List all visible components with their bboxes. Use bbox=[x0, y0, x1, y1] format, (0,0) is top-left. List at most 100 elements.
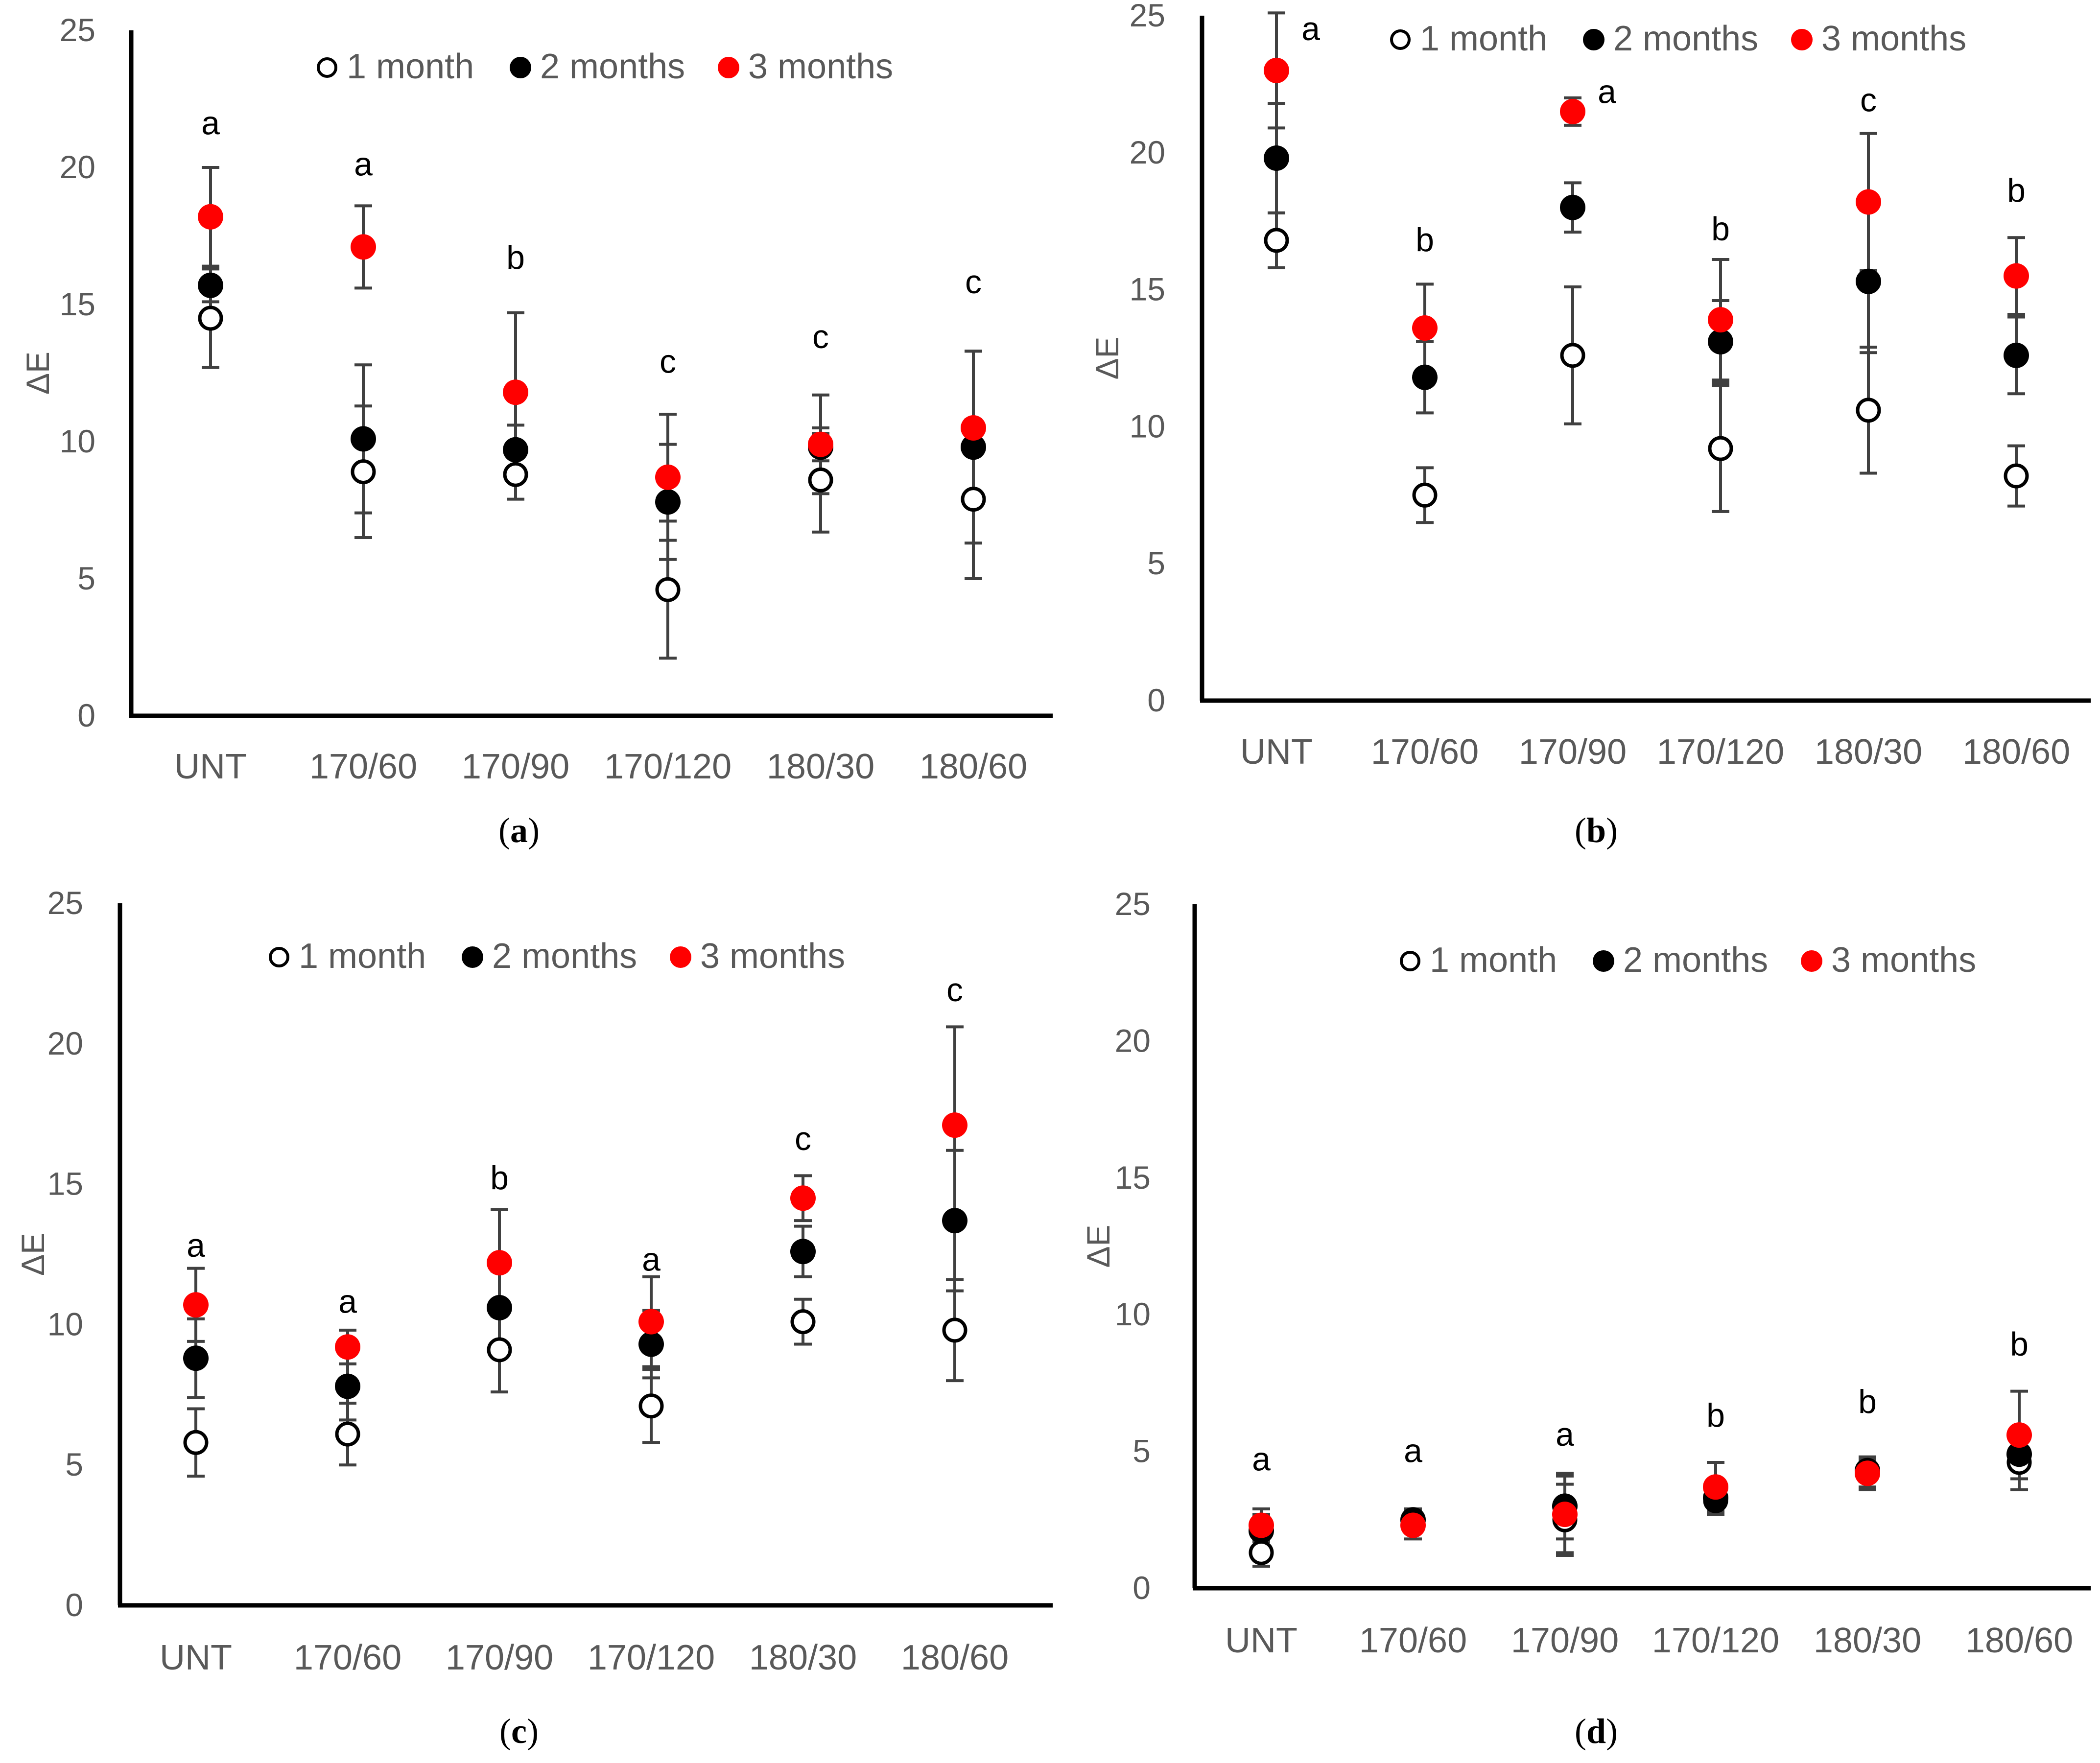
caption-letter: d bbox=[1586, 1712, 1606, 1751]
data-point-1-month bbox=[183, 1430, 209, 1455]
x-category-label: UNT bbox=[1240, 732, 1313, 772]
data-point-1-month bbox=[1249, 1540, 1274, 1565]
data-point-1-month bbox=[1560, 343, 1585, 368]
x-category-label: 180/60 bbox=[901, 1638, 1009, 1677]
legend: 1 month 2 months 3 months bbox=[1390, 19, 1966, 58]
data-point-3-month bbox=[198, 204, 223, 230]
data-point-2-month bbox=[961, 434, 986, 460]
significance-letter: a bbox=[1404, 1433, 1422, 1470]
data-point-3-month bbox=[1560, 98, 1585, 124]
data-point-3-month bbox=[1855, 1460, 1880, 1486]
chart-panel-d: 0 5 10 15 20 25 ΔE UNT 170/60 170/90 170/120 180/30… bbox=[1080, 886, 2091, 1751]
significance-letter: a bbox=[338, 1283, 357, 1320]
panel-caption: (d) bbox=[1575, 1712, 1618, 1751]
x-category-label: 180/30 bbox=[1814, 1621, 1921, 1660]
significance-letter: b bbox=[1711, 210, 1730, 247]
significance-letter: c bbox=[946, 971, 963, 1009]
data-point-2-month bbox=[487, 1294, 512, 1320]
x-category-label: 170/60 bbox=[1371, 732, 1479, 772]
y-tick-label: 15 bbox=[60, 286, 95, 322]
legend-label: 3 months bbox=[748, 47, 893, 86]
y-tick-label: 15 bbox=[1130, 271, 1165, 307]
y-tick-label: 5 bbox=[77, 560, 95, 596]
data-point-2-month bbox=[183, 1345, 209, 1371]
significance-letter: a bbox=[1598, 73, 1616, 111]
chart-panel-b: 0 5 10 15 20 25 ΔE UNT 170/60 170/90 170/120 180/30… bbox=[1089, 0, 2091, 850]
caption-close: ) bbox=[528, 811, 540, 850]
x-category-label: 170/90 bbox=[462, 747, 569, 786]
y-tick-label: 0 bbox=[65, 1587, 83, 1623]
data-point-2-month bbox=[790, 1239, 816, 1265]
data-point-2-month bbox=[1560, 194, 1585, 220]
data-point-1-month bbox=[487, 1337, 512, 1363]
legend-marker-3-month bbox=[718, 57, 739, 78]
legend-marker-3-month bbox=[1791, 29, 1813, 50]
significance-letter: b bbox=[1858, 1383, 1877, 1420]
significance-letter: c bbox=[795, 1120, 811, 1157]
data-point-1-month bbox=[1708, 436, 1733, 461]
significance-letter: c bbox=[965, 263, 982, 301]
x-category-label: 170/90 bbox=[446, 1638, 553, 1677]
data-point-2-month bbox=[1264, 145, 1289, 171]
legend-label: 2 months bbox=[540, 47, 685, 86]
legend-marker-1-month bbox=[1390, 29, 1411, 50]
legend-label: 2 months bbox=[1613, 19, 1758, 58]
x-category-label: UNT bbox=[174, 747, 247, 786]
data-point-3-month bbox=[961, 415, 986, 441]
y-tick-label: 10 bbox=[1130, 408, 1165, 444]
caption-open: ( bbox=[498, 811, 510, 850]
caption-letter: a bbox=[510, 811, 528, 850]
significance-letter: b bbox=[506, 239, 525, 276]
significance-letter: b bbox=[1706, 1397, 1725, 1434]
x-category-label: 170/90 bbox=[1511, 1621, 1619, 1660]
y-tick-label: 20 bbox=[60, 149, 95, 185]
significance-letter: a bbox=[642, 1241, 661, 1278]
significance-letter: a bbox=[1252, 1440, 1271, 1478]
y-axis-label: ΔE bbox=[1080, 1224, 1116, 1268]
data-point-3-month bbox=[808, 431, 833, 457]
data-point-3-month bbox=[1412, 315, 1438, 341]
y-tick-label: 25 bbox=[47, 885, 83, 921]
data-point-2-month bbox=[1856, 268, 1881, 294]
y-tick-label: 20 bbox=[1130, 134, 1165, 170]
legend-marker-2-month bbox=[462, 946, 483, 968]
chart-panel-a: 0 5 10 15 20 25 ΔE UNT 170/60 170/90 170/120 180/30… bbox=[20, 12, 1053, 850]
data-point-3-month bbox=[655, 464, 681, 490]
data-point-1-month bbox=[790, 1309, 816, 1335]
data-point-2-month bbox=[655, 489, 681, 515]
data-point-2-month bbox=[1708, 329, 1733, 354]
data-point-3-month bbox=[2004, 263, 2029, 289]
data-point-1-month bbox=[1856, 398, 1881, 423]
x-category-label: 180/60 bbox=[1962, 732, 2070, 772]
legend: 1 month 2 months 3 months bbox=[317, 47, 893, 86]
x-category-label: UNT bbox=[160, 1638, 232, 1677]
y-tick-label: 0 bbox=[1133, 1570, 1151, 1606]
data-point-3-month bbox=[335, 1334, 360, 1360]
legend-label: 1 month bbox=[347, 47, 474, 86]
y-axis-label: ΔE bbox=[1089, 336, 1125, 379]
significance-letter: c bbox=[812, 318, 829, 355]
significance-letter: b bbox=[1416, 221, 1434, 259]
y-tick-label: 15 bbox=[1115, 1159, 1151, 1196]
significance-letter: b bbox=[490, 1159, 509, 1197]
y-tick-label: 10 bbox=[1115, 1296, 1151, 1332]
panel-caption: (a) bbox=[498, 811, 540, 850]
data-point-2-month bbox=[351, 426, 376, 452]
data-point-3-month bbox=[1552, 1502, 1578, 1528]
significance-letter: a bbox=[354, 145, 373, 183]
legend-label: 2 months bbox=[492, 937, 637, 976]
y-tick-label: 0 bbox=[1147, 682, 1165, 718]
legend: 1 month 2 months 3 months bbox=[1400, 940, 1976, 980]
legend-marker-2-month bbox=[1593, 950, 1614, 972]
x-category-label: 170/90 bbox=[1519, 732, 1627, 772]
y-tick-label: 15 bbox=[47, 1166, 83, 1202]
x-category-label: 180/30 bbox=[749, 1638, 857, 1677]
x-category-label: 180/60 bbox=[920, 747, 1027, 786]
caption-letter: c bbox=[511, 1712, 527, 1751]
significance-letter: c bbox=[1860, 81, 1877, 118]
data-point-3-month bbox=[1856, 189, 1881, 215]
data-point-1-month bbox=[351, 459, 376, 485]
data-point-1-month bbox=[198, 306, 223, 331]
data-point-3-month bbox=[1708, 307, 1733, 333]
